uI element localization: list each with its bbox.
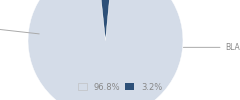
Text: BLACK: BLACK (183, 43, 240, 52)
Legend: 96.8%, 3.2%: 96.8%, 3.2% (74, 79, 166, 95)
Text: WHITE: WHITE (0, 22, 39, 34)
Wedge shape (28, 0, 183, 100)
Wedge shape (97, 0, 113, 40)
